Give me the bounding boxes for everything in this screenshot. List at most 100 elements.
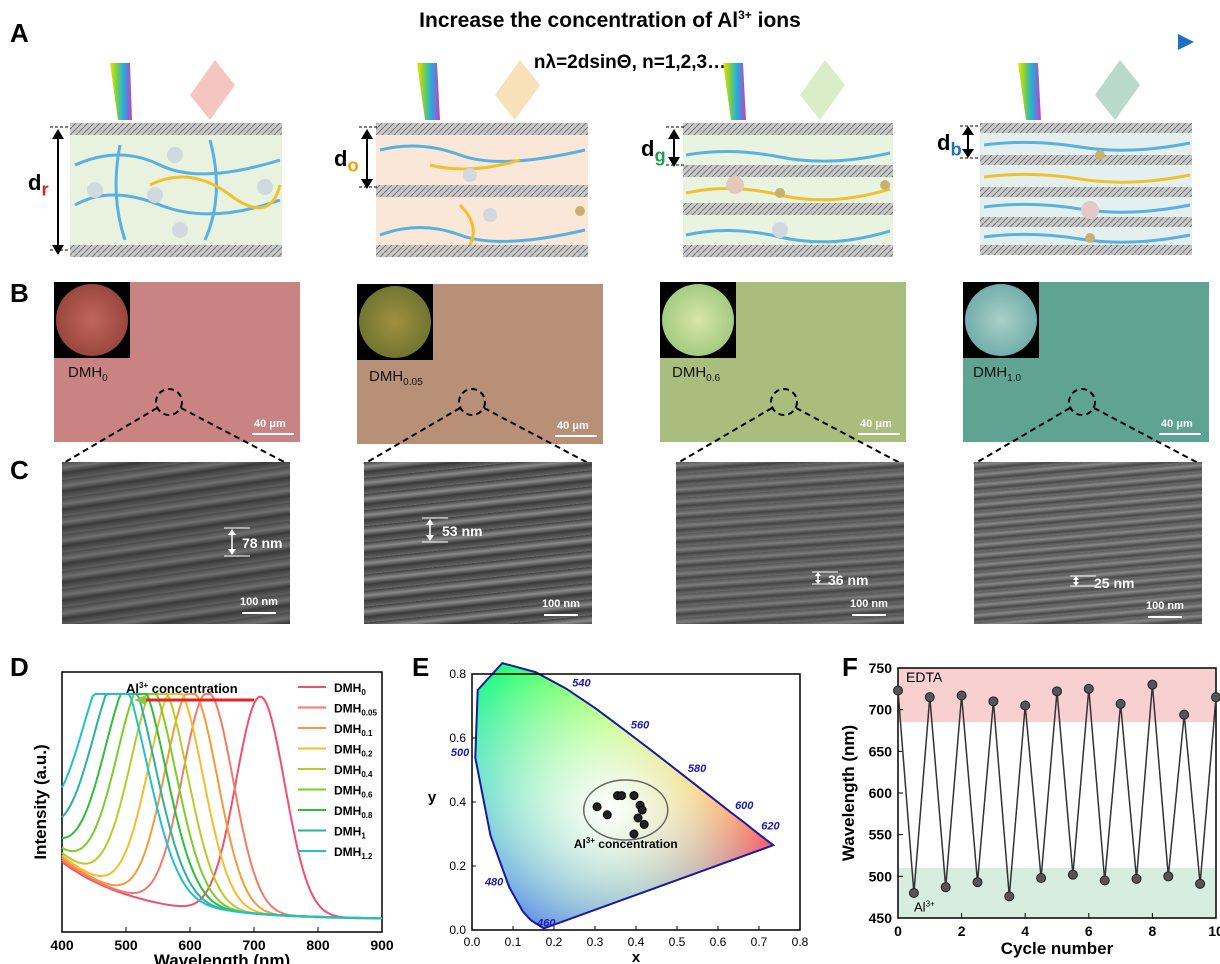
scale-bar-label: 100 nm: [542, 598, 580, 610]
chart-d-reflection-spectra: 400 500 600 700 800 900 Wavelength (nm) Intensi…: [31, 671, 394, 964]
x-tick-label: 0.8: [792, 935, 809, 949]
y-tick-label: 0.8: [449, 667, 466, 681]
legend-label: DMH0.8: [334, 804, 373, 820]
color-coordinate-point: [617, 791, 627, 801]
photo-inset: [357, 284, 433, 360]
schematic-dmh0: [50, 60, 282, 257]
y-tick-label: 650: [869, 743, 893, 759]
legend-label: DMH0.1: [334, 722, 373, 738]
bragg-equation: nλ=2dsinΘ, n=1,2,3…: [533, 52, 727, 73]
layer-spacing-label: 53 nm: [442, 523, 483, 539]
micrograph-dmh10: DMH1.0 40 μm: [963, 282, 1209, 442]
x-tick-label: 0: [894, 923, 902, 939]
panel-label-b: B: [10, 278, 29, 308]
x-tick-label: 0.4: [628, 935, 645, 949]
x-tick-label: 700: [242, 937, 266, 953]
y-tick-label: 0.0: [449, 923, 466, 937]
cycle-point: [1020, 700, 1031, 711]
cycle-point: [908, 888, 919, 898]
scale-bar-label: 100 nm: [240, 596, 278, 608]
x-tick-label: 0.6: [710, 935, 727, 949]
wavelength-label: 480: [484, 876, 504, 888]
panel-a-schematic: [66, 34, 1194, 50]
color-coordinate-point: [639, 819, 649, 829]
scale-bar-label: 40 μm: [1161, 418, 1193, 430]
x-tick-label: 600: [178, 937, 202, 953]
legend-label: DMH0.6: [334, 784, 373, 800]
sem-image-2: 53 nm 100 nm: [364, 462, 592, 624]
panel-label-a: A: [10, 18, 29, 48]
spacing-label-o: do: [334, 146, 359, 176]
chart-e-cie-diagram: 0.0 0.1 0.2 0.3 0.4 0.5 0.6 0.7 0.8 0.0 0.2 0.4 0.6 0…: [428, 660, 809, 964]
color-coordinate-point: [633, 813, 643, 823]
y-axis-label: y: [428, 789, 437, 806]
x-tick-label: 0.1: [505, 935, 522, 949]
wavelength-label: 500: [451, 747, 470, 759]
wavelength-label: 460: [536, 917, 556, 929]
panel-a-title: Increase the concentration of Al3+ ions: [419, 8, 801, 32]
cycle-point: [1099, 875, 1110, 886]
spectrum-line: [61, 695, 382, 920]
spectral-locus: [474, 661, 776, 930]
micrograph-dmh005: DMH0.05 40 μm: [357, 284, 603, 444]
band-label-al: Al3+: [914, 899, 935, 914]
cycle-point: [1211, 692, 1220, 703]
micrograph-dmh0: DMH0 40 μm: [54, 282, 300, 442]
x-tick-label: 900: [370, 937, 394, 953]
y-tick-label: 500: [869, 868, 893, 884]
scale-bar-label: 40 μm: [557, 420, 589, 432]
spacing-label-b: db: [937, 130, 962, 160]
layer-schematics: [50, 60, 1192, 257]
legend-label: DMH0.05: [334, 702, 377, 718]
x-axis-label: Cycle number: [1001, 939, 1114, 958]
x-tick-label: 6: [1085, 923, 1093, 939]
sample-label: DMH1.0: [973, 364, 1022, 384]
sample-label: DMH0.05: [369, 368, 423, 388]
concentration-annotation: Al3+ concentration: [126, 681, 238, 696]
scale-bar-label: 100 nm: [1146, 600, 1184, 612]
cycle-point: [893, 685, 903, 696]
sem-image-3: 36 nm 100 nm: [676, 462, 904, 624]
schematic-dmh06: [666, 60, 893, 257]
x-tick-label: 0.2: [546, 935, 563, 949]
y-axis-label: Intensity (a.u.): [31, 744, 50, 859]
legend-label: DMH1.2: [334, 845, 373, 861]
color-coordinate-point: [629, 829, 639, 839]
sample-label: DMH0: [68, 364, 108, 384]
cycle-point: [940, 882, 951, 893]
x-tick-label: 2: [958, 923, 966, 939]
cycle-point: [1115, 698, 1126, 709]
rotation-arrow: [583, 779, 669, 841]
cycle-point: [1195, 878, 1206, 889]
scale-bar-label: 40 μm: [860, 418, 892, 430]
x-axis-label: x: [632, 949, 641, 964]
cycle-point: [1067, 869, 1078, 880]
x-tick-label: 0.7: [751, 935, 768, 949]
legend-label: DMH0.4: [334, 763, 373, 779]
spectrum-line: [61, 693, 382, 920]
cycle-point: [1163, 871, 1174, 882]
x-tick-label: 0.5: [669, 935, 686, 949]
sem-image-4: 25 nm 100 nm: [974, 462, 1202, 624]
y-tick-label: 550: [869, 827, 893, 843]
photo-inset: [660, 282, 736, 358]
concentration-annotation: Al3+ concentration: [574, 836, 678, 851]
scale-bar-label: 100 nm: [850, 598, 888, 610]
x-axis-label: Wavelength (nm): [154, 951, 290, 964]
schematic-dmh10: [960, 60, 1192, 255]
cycle-point: [1083, 683, 1094, 694]
y-tick-label: 0.2: [449, 859, 466, 873]
x-tick-label: 0.3: [587, 935, 604, 949]
y-tick-label: 450: [869, 910, 893, 926]
wavelength-label: 600: [735, 800, 754, 812]
wavelength-label: 520: [478, 660, 497, 662]
cycle-point: [988, 696, 999, 707]
x-tick-label: 400: [50, 937, 74, 953]
y-axis-label: Wavelength (nm): [839, 725, 858, 861]
wavelength-label: 620: [761, 820, 780, 832]
y-tick-label: 0.4: [449, 795, 466, 809]
cycle-point: [972, 877, 983, 888]
cycle-point: [924, 692, 935, 703]
x-tick-label: 500: [114, 937, 138, 953]
color-coordinate-point: [637, 805, 647, 815]
